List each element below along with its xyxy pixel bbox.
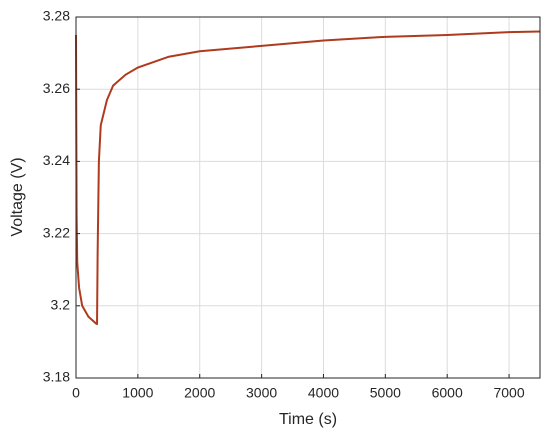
x-tick-label: 7000: [493, 385, 524, 401]
y-tick-label: 3.22: [43, 224, 70, 240]
x-tick-label: 1000: [122, 385, 153, 401]
plot-frame: [75, 16, 541, 379]
x-tick-label: 4000: [308, 385, 339, 401]
x-tick-label: 3000: [246, 385, 277, 401]
x-tick-label: 0: [72, 385, 80, 401]
y-tick-label: 3.2: [51, 297, 71, 313]
x-tick-label: 6000: [432, 385, 463, 401]
y-tick-label: 3.26: [43, 80, 70, 96]
y-axis-label: Voltage (V): [9, 157, 26, 236]
x-tick-label: 2000: [184, 385, 215, 401]
x-axis-label: Time (s): [279, 411, 337, 428]
y-tick-label: 3.28: [43, 8, 70, 24]
y-tick-label: 3.24: [43, 152, 70, 168]
x-tick-label: 5000: [370, 385, 401, 401]
data-line: [75, 30, 541, 325]
plot-area: [76, 17, 540, 378]
y-tick-label: 3.18: [43, 369, 70, 385]
